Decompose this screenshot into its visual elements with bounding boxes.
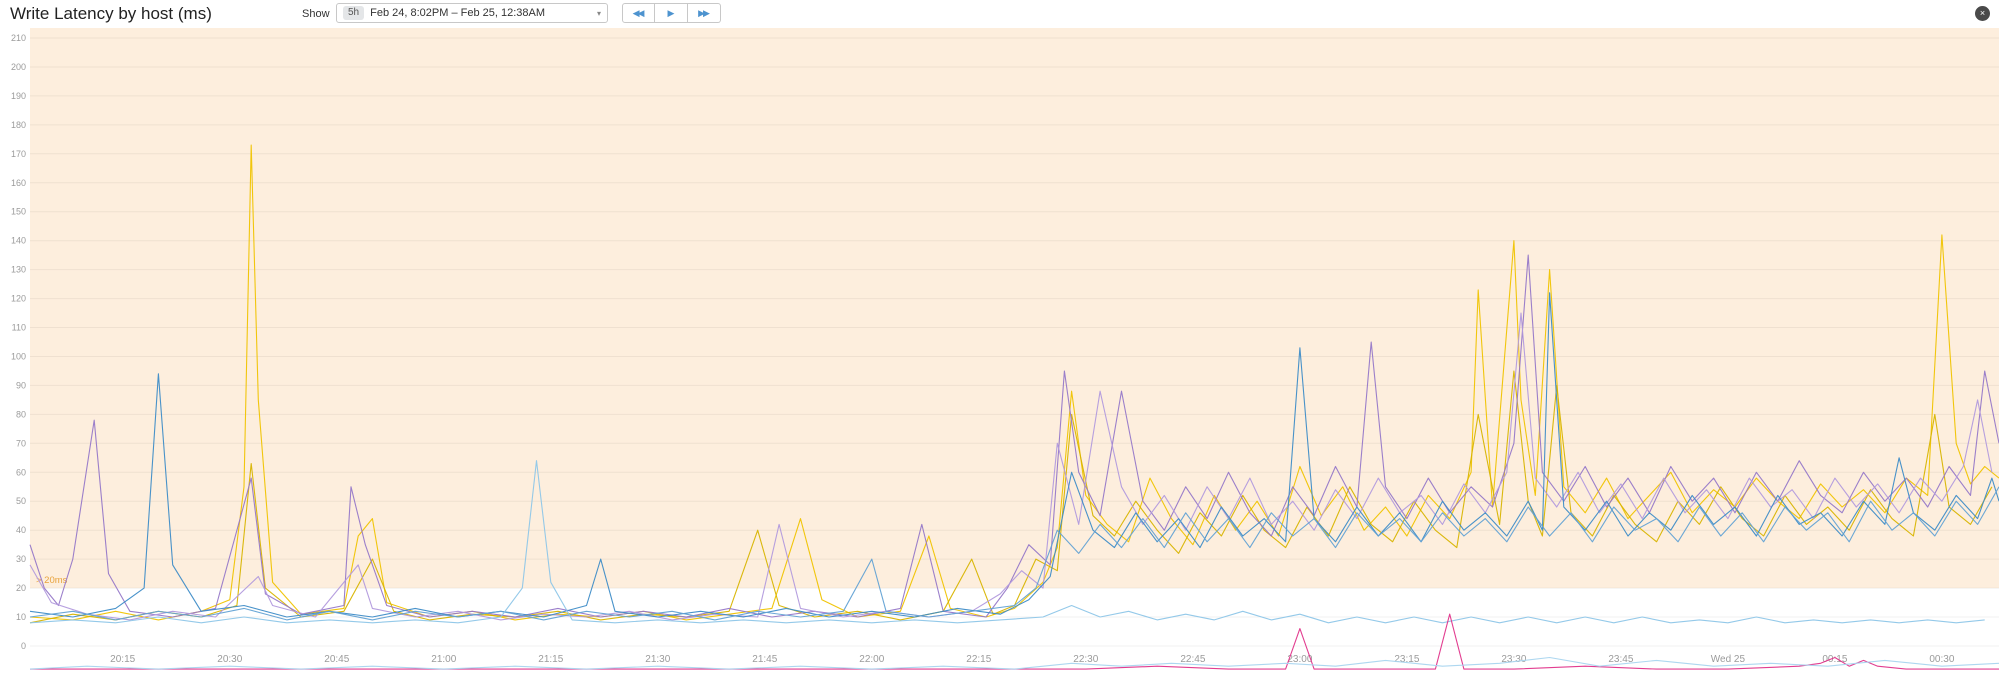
x-tick-label: 00:30 — [1929, 654, 1954, 665]
y-tick-label: 50 — [16, 496, 26, 506]
fast-forward-button[interactable]: ▶▶ — [688, 3, 721, 23]
x-tick-label: 23:15 — [1394, 654, 1419, 665]
x-tick-label: 20:15 — [110, 654, 135, 665]
y-tick-label: 80 — [16, 409, 26, 419]
y-tick-label: 90 — [16, 380, 26, 390]
y-tick-label: 60 — [16, 467, 26, 477]
x-tick-label: 21:15 — [538, 654, 563, 665]
x-tick-label: Wed 25 — [1711, 654, 1746, 665]
time-nav-group: ◀◀ ▶ ▶▶ — [622, 3, 721, 23]
x-tick-label: 20:30 — [217, 654, 242, 665]
rewind-button[interactable]: ◀◀ — [622, 3, 655, 23]
chevron-down-icon: ▾ — [596, 8, 601, 18]
forward-button[interactable]: ▶ — [655, 3, 688, 23]
y-tick-label: 140 — [11, 236, 26, 246]
latency-chart: 0 10 20 30 40 50 60 70 80 90 100 110 120 130 140 150 160… — [0, 28, 1999, 676]
series-host-yellow-2 — [29, 370, 1993, 624]
page-title: Write Latency by host (ms) — [10, 4, 212, 23]
x-tick-label: 22:45 — [1180, 654, 1205, 665]
y-tick-label: 170 — [11, 149, 26, 159]
forward-icon: ▶ — [667, 7, 675, 18]
y-tick-label: 190 — [11, 91, 26, 101]
y-tick-label: 10 — [16, 612, 26, 622]
y-tick-label: 200 — [11, 62, 26, 72]
threshold-label: > 20ms — [36, 575, 68, 586]
y-tick-label: 160 — [11, 178, 26, 188]
rewind-icon: ◀◀ — [632, 7, 645, 18]
y-tick-label: 0 — [21, 641, 26, 651]
y-tick-label: 20 — [16, 583, 26, 593]
x-tick-label: 21:30 — [645, 654, 670, 665]
series-host-purple-1 — [29, 254, 1999, 618]
x-tick-label: 23:30 — [1501, 654, 1526, 665]
y-tick-label: 110 — [12, 323, 26, 333]
y-tick-label: 30 — [16, 554, 26, 564]
time-range-dropdown[interactable]: 5h Feb 24, 8:02PM – Feb 25, 12:38AM ▾ — [336, 3, 608, 23]
series-host-blue-2 — [29, 486, 1999, 621]
x-tick-label: 22:30 — [1073, 654, 1098, 665]
y-tick-label: 210 — [11, 33, 26, 43]
latency-chart-svg: 0 10 20 30 40 50 60 70 80 90 100 110 120 130 140 150 160… — [11, 28, 1999, 670]
x-tick-label: 23:45 — [1608, 654, 1633, 665]
x-tick-label: 00:15 — [1822, 654, 1847, 665]
y-tick-label: 120 — [11, 294, 26, 304]
close-icon: × — [1979, 8, 1986, 18]
y-tick-label: 180 — [11, 120, 26, 130]
time-range-badge: 5h — [343, 6, 365, 20]
y-tick-label: 100 — [11, 352, 26, 362]
y-tick-label: 70 — [16, 438, 26, 448]
time-range-text: Feb 24, 8:02PM – Feb 25, 12:38AM — [370, 7, 546, 19]
chart-toolbar: Write Latency by host (ms) Show 5h Feb 2… — [0, 0, 1999, 28]
x-tick-label: 21:45 — [752, 654, 777, 665]
x-tick-label: 22:00 — [859, 654, 884, 665]
y-tick-label: 130 — [11, 265, 26, 275]
x-tick-label: 20:45 — [324, 654, 349, 665]
threshold-region — [30, 28, 1999, 589]
close-button[interactable]: × — [1975, 6, 1990, 21]
show-label: Show — [302, 8, 330, 20]
y-tick-label: 150 — [11, 207, 26, 217]
series-host-lightblue-2 — [29, 656, 1999, 670]
fast-forward-icon: ▶▶ — [698, 7, 710, 18]
x-tick-label: 22:15 — [966, 654, 991, 665]
series-host-yellow-1 — [29, 144, 1999, 621]
x-tick-label: 23:00 — [1287, 654, 1312, 665]
x-tick-label: 21:00 — [431, 654, 456, 665]
y-tick-label: 40 — [16, 525, 26, 535]
series-host-lightblue-1 — [29, 460, 1985, 624]
